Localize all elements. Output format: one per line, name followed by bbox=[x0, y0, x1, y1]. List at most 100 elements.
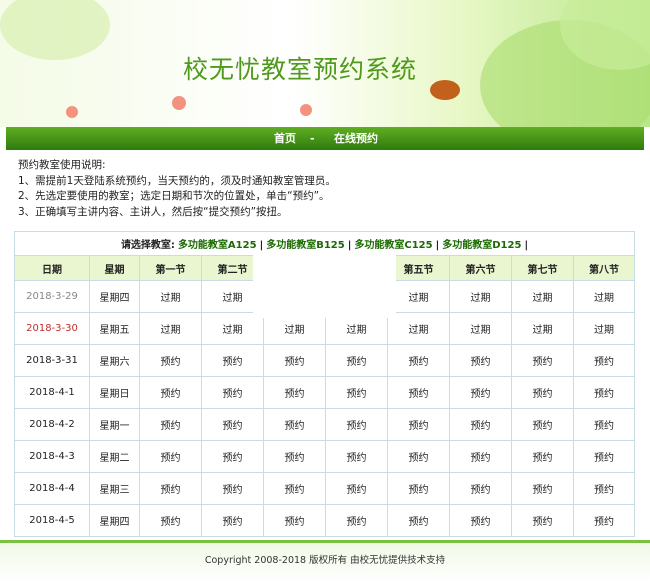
slot-cell[interactable]: 预约 bbox=[263, 344, 326, 377]
slot-cell[interactable]: 预约 bbox=[449, 440, 512, 473]
slot-cell[interactable]: 预约 bbox=[139, 344, 202, 377]
room-label: 请选择教室: bbox=[120, 240, 175, 251]
slot-cell[interactable]: 预约 bbox=[139, 504, 202, 537]
nav-link[interactable]: 首页 bbox=[274, 132, 296, 145]
date-cell: 2018-4-4 bbox=[14, 472, 90, 505]
table-row: 2018-4-3 星期二 预约 预约 预约 预约 预约 预约 预约 预约 bbox=[14, 440, 636, 473]
footer: Copyright 2008-2018 版权所有 由校无忧提供技术支持 bbox=[0, 540, 650, 582]
instructions: 预约教室使用说明: 1、需提前1天登陆系统预约，当天预约的，须及时通知教室管理员。… bbox=[18, 158, 336, 220]
weekday-cell: 星期四 bbox=[89, 504, 140, 537]
slot-cell[interactable]: 预约 bbox=[449, 376, 512, 409]
slot-cell[interactable]: 预约 bbox=[572, 344, 636, 377]
nav-link[interactable]: 在线预约 bbox=[334, 132, 378, 145]
weekday-cell: 星期日 bbox=[89, 376, 140, 409]
slot-cell[interactable]: 预约 bbox=[201, 440, 264, 473]
decor bbox=[300, 104, 312, 116]
column-header: 第六节 bbox=[449, 255, 512, 281]
table-row: 2018-4-4 星期三 预约 预约 预约 预约 预约 预约 预约 预约 bbox=[14, 472, 636, 505]
slot-cell[interactable]: 预约 bbox=[263, 376, 326, 409]
slot-cell[interactable]: 预约 bbox=[201, 344, 264, 377]
slot-cell[interactable]: 预约 bbox=[263, 440, 326, 473]
slot-cell: 过期 bbox=[387, 312, 450, 345]
slot-cell[interactable]: 预约 bbox=[387, 472, 450, 505]
slot-cell: 过期 bbox=[139, 312, 202, 345]
slot-cell[interactable]: 预约 bbox=[511, 344, 574, 377]
weekday-cell: 星期三 bbox=[89, 472, 140, 505]
slot-cell[interactable]: 预约 bbox=[325, 504, 388, 537]
slot-cell[interactable]: 预约 bbox=[139, 440, 202, 473]
slot-cell[interactable]: 预约 bbox=[325, 376, 388, 409]
slot-cell[interactable]: 预约 bbox=[387, 440, 450, 473]
copyright: Copyright 2008-2018 版权所有 由校无忧提供技术支持 bbox=[204, 555, 446, 566]
slot-cell[interactable]: 预约 bbox=[387, 504, 450, 537]
slot-cell[interactable]: 预约 bbox=[387, 408, 450, 441]
room-separator: | bbox=[347, 240, 352, 251]
column-header: 星期 bbox=[89, 255, 140, 281]
decor bbox=[172, 96, 186, 110]
column-header: 第一节 bbox=[139, 255, 202, 281]
slot-cell: 过期 bbox=[511, 312, 574, 345]
decor bbox=[0, 0, 110, 60]
column-header: 日期 bbox=[14, 255, 90, 281]
weekday-cell: 星期二 bbox=[89, 440, 140, 473]
weekday-cell: 星期六 bbox=[89, 344, 140, 377]
slot-cell[interactable]: 预约 bbox=[511, 440, 574, 473]
instruction-line: 2、先选定要使用的教室；选定日期和节次的位置处，单击“预约”。 bbox=[18, 190, 330, 202]
date-cell: 2018-3-31 bbox=[14, 344, 90, 377]
slot-cell[interactable]: 预约 bbox=[511, 376, 574, 409]
weekday-cell: 星期四 bbox=[89, 280, 140, 313]
room-link[interactable]: 多功能教室C125 bbox=[354, 240, 433, 251]
slot-cell[interactable]: 预约 bbox=[139, 376, 202, 409]
slot-cell[interactable]: 预约 bbox=[572, 376, 636, 409]
date-cell: 2018-4-3 bbox=[14, 440, 90, 473]
table-row: 2018-4-1 星期日 预约 预约 预约 预约 预约 预约 预约 预约 bbox=[14, 376, 636, 409]
slot-cell[interactable]: 预约 bbox=[263, 472, 326, 505]
slot-cell[interactable]: 预约 bbox=[325, 472, 388, 505]
slot-cell[interactable]: 预约 bbox=[449, 472, 512, 505]
room-link[interactable]: 多功能教室B125 bbox=[266, 240, 345, 251]
banner: 校无忧教室预约系统 bbox=[0, 0, 650, 127]
column-header: 第五节 bbox=[387, 255, 450, 281]
room-separator: | bbox=[435, 240, 440, 251]
slot-cell[interactable]: 预约 bbox=[449, 504, 512, 537]
slot-cell: 过期 bbox=[572, 280, 636, 313]
slot-cell[interactable]: 预约 bbox=[201, 376, 264, 409]
slot-cell[interactable]: 预约 bbox=[325, 344, 388, 377]
slot-cell: 过期 bbox=[449, 312, 512, 345]
slot-cell[interactable]: 预约 bbox=[449, 408, 512, 441]
slot-cell[interactable]: 预约 bbox=[325, 408, 388, 441]
slot-cell[interactable]: 预约 bbox=[572, 408, 636, 441]
slot-cell[interactable]: 预约 bbox=[572, 504, 636, 537]
date-cell: 2018-4-2 bbox=[14, 408, 90, 441]
column-header: 第七节 bbox=[511, 255, 574, 281]
slot-cell: 过期 bbox=[511, 280, 574, 313]
slot-cell[interactable]: 预约 bbox=[139, 408, 202, 441]
slot-cell[interactable]: 预约 bbox=[572, 440, 636, 473]
slot-cell[interactable]: 预约 bbox=[263, 408, 326, 441]
slot-cell[interactable]: 预约 bbox=[387, 344, 450, 377]
slot-cell[interactable]: 预约 bbox=[325, 440, 388, 473]
slot-cell[interactable]: 预约 bbox=[449, 344, 512, 377]
slot-cell[interactable]: 预约 bbox=[511, 504, 574, 537]
table-row: 2018-4-5 星期四 预约 预约 预约 预约 预约 预约 预约 预约 bbox=[14, 504, 636, 537]
room-separator: | bbox=[524, 240, 529, 251]
butterfly bbox=[430, 80, 460, 100]
slot-cell[interactable]: 预约 bbox=[201, 472, 264, 505]
slot-cell: 过期 bbox=[387, 280, 450, 313]
slot-cell[interactable]: 预约 bbox=[511, 408, 574, 441]
slot-cell[interactable]: 预约 bbox=[511, 472, 574, 505]
nav-bar: 首页 - 在线预约 bbox=[6, 127, 644, 150]
slot-cell[interactable]: 预约 bbox=[139, 472, 202, 505]
slot-cell[interactable]: 预约 bbox=[201, 408, 264, 441]
slot-cell[interactable]: 预约 bbox=[387, 376, 450, 409]
date-cell: 2018-3-30 bbox=[14, 312, 90, 345]
slot-cell[interactable]: 预约 bbox=[263, 504, 326, 537]
table-row: 2018-3-30 星期五 过期 过期 过期 过期 过期 过期 过期 过期 bbox=[14, 312, 636, 345]
weekday-cell: 星期五 bbox=[89, 312, 140, 345]
room-link[interactable]: 多功能教室A125 bbox=[177, 240, 257, 251]
slot-cell[interactable]: 预约 bbox=[572, 472, 636, 505]
date-cell: 2018-4-5 bbox=[14, 504, 90, 537]
slot-cell[interactable]: 预约 bbox=[201, 504, 264, 537]
room-link[interactable]: 多功能教室D125 bbox=[442, 240, 522, 251]
site-title: 校无忧教室预约系统 bbox=[183, 55, 418, 84]
